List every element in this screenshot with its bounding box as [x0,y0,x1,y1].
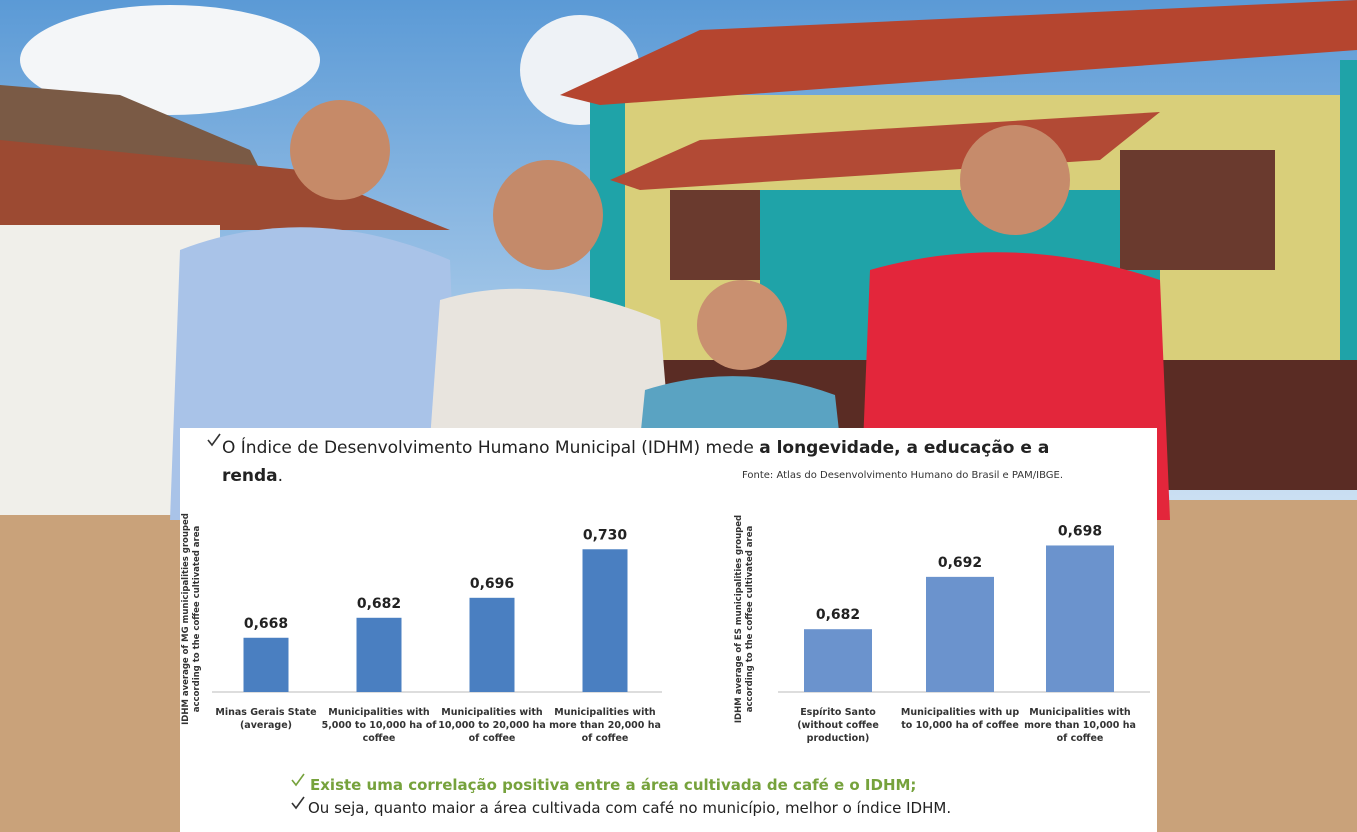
bar [469,597,515,692]
check-icon [291,796,305,810]
category-label: Municipalities with 5,000 to 10,000 ha o… [321,707,437,744]
category-label: Municipalities with 10,000 to 20,000 ha … [438,707,546,744]
intro-plain: O Índice de Desenvolvimento Humano Munic… [222,438,760,458]
value-label: 0,698 [1058,523,1102,539]
category-label: Municipalities with more than 10,000 ha … [1024,707,1136,744]
y-axis-label: IDHM average of MG municipalities groupe… [181,513,202,725]
bar [1046,545,1114,692]
bar [243,637,289,692]
note-2: Ou seja, quanto maior a área cultivada c… [308,799,952,817]
value-label: 0,692 [938,555,982,571]
bar [926,576,994,692]
category-label: Espírito Santo (without coffee productio… [797,707,879,744]
intro-text: O Índice de Desenvolvimento Humano Munic… [222,434,1102,490]
y-axis-label: IDHM average of ES municipalities groupe… [734,514,755,724]
check-icon [291,773,305,787]
charts: 0,668 0,682 0,696 0,730 0,682 0,692 0,698 [207,433,1150,810]
info-panel: 0,668 0,682 0,696 0,730 0,682 0,692 0,698 O Ín… [180,428,1157,832]
bar [582,549,628,692]
note-1: Existe uma correlação positiva entre a á… [310,776,917,794]
value-label: 0,696 [470,576,514,592]
value-label: 0,682 [816,607,860,623]
category-label: Municipalities with up to 10,000 ha of c… [900,707,1020,731]
intro-end: . [277,466,284,486]
value-label: 0,682 [357,596,401,612]
bar [804,629,872,692]
value-label: 0,668 [244,616,288,632]
category-label: Municipalities with more than 20,000 ha … [549,707,661,744]
check-icon [207,433,221,447]
value-label: 0,730 [583,527,628,543]
category-label: Minas Gerais State (average) [215,707,317,731]
source: Fonte: Atlas do Desenvolvimento Humano d… [742,470,1064,481]
intro-bold: a longevidade, a educação e a renda [222,438,1050,486]
bar [356,617,402,692]
